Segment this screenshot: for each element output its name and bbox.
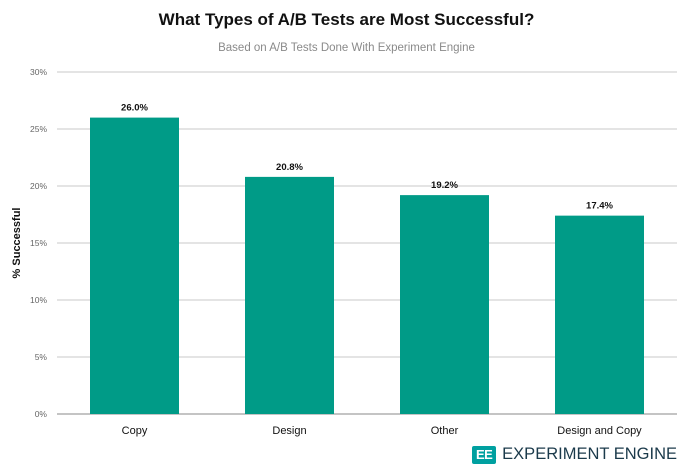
bar — [555, 215, 644, 414]
y-tick-label: 0% — [35, 409, 48, 419]
bar — [90, 117, 179, 414]
y-tick-label: 15% — [30, 238, 47, 248]
x-category-label: Design and Copy — [557, 425, 642, 437]
bar-value-label: 26.0% — [121, 103, 148, 114]
logo-text: EXPERIMENT ENGINE — [502, 445, 677, 463]
y-tick-label: 30% — [30, 67, 47, 77]
y-axis-ticks: 0% 5% 10% 15% 20% 25% 30% — [30, 67, 47, 419]
bar — [245, 176, 334, 414]
bar-value-label: 20.8% — [276, 162, 303, 173]
x-category-label: Design — [272, 425, 306, 437]
y-axis-label: % Successful — [11, 208, 23, 279]
logo-mark-icon: EE — [472, 445, 497, 464]
data-labels: 26.0% 20.8% 19.2% 17.4% — [121, 103, 613, 212]
experiment-engine-logo: EE EXPERIMENT ENGINE — [472, 445, 677, 464]
y-tick-label: 20% — [30, 181, 47, 191]
x-axis-categories: Copy Design Other Design and Copy — [122, 425, 643, 437]
bars — [90, 117, 644, 414]
bar-value-label: 19.2% — [431, 180, 458, 191]
bar-value-label: 17.4% — [586, 201, 613, 212]
chart-title: What Types of A/B Tests are Most Success… — [158, 10, 535, 29]
y-tick-label: 10% — [30, 295, 47, 305]
chart-subtitle: Based on A/B Tests Done With Experiment … — [218, 42, 475, 54]
x-category-label: Copy — [122, 425, 148, 437]
y-tick-label: 5% — [35, 352, 48, 362]
y-tick-label: 25% — [30, 124, 47, 134]
x-category-label: Other — [431, 425, 459, 437]
bar — [400, 195, 489, 414]
